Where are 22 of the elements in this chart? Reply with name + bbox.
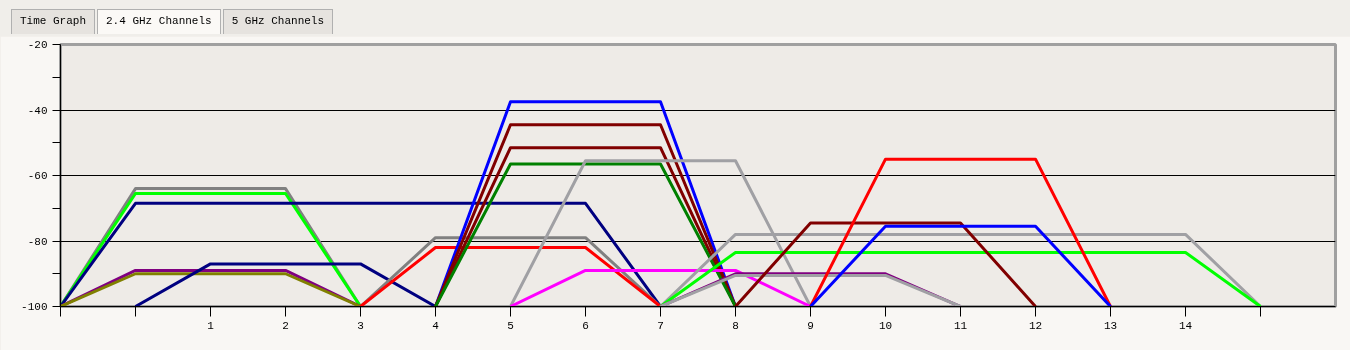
y-tick-label: -80 xyxy=(27,235,48,248)
x-tick-label: 4 xyxy=(432,319,440,332)
x-tick-label: 2 xyxy=(282,319,289,332)
y-tick-label: -40 xyxy=(27,104,48,117)
y-tick-label: -100 xyxy=(21,301,48,313)
x-tick-label: 12 xyxy=(1028,319,1043,332)
y-tick-label: -20 xyxy=(27,39,48,51)
y-tick-label: -60 xyxy=(27,170,48,182)
x-tick-label: 6 xyxy=(582,319,589,332)
x-tick-label: 10 xyxy=(878,319,893,332)
x-tick-label: 1 xyxy=(207,319,215,332)
text: 5 GHz Channels xyxy=(222,9,334,34)
x-tick-label: 7 xyxy=(657,319,664,332)
x-tick-label: 14 xyxy=(1178,319,1193,332)
x-tick-label: 9 xyxy=(807,319,814,332)
x-tick-label: 8 xyxy=(732,319,739,332)
text: 2.4 GHz Channels xyxy=(97,9,221,34)
x-tick-label: 11 xyxy=(953,319,968,332)
x-tick-label: 3 xyxy=(357,319,364,332)
x-tick-label: 5 xyxy=(507,319,514,332)
x-tick-label: 13 xyxy=(1103,319,1118,332)
text: Time Graph xyxy=(11,9,96,34)
